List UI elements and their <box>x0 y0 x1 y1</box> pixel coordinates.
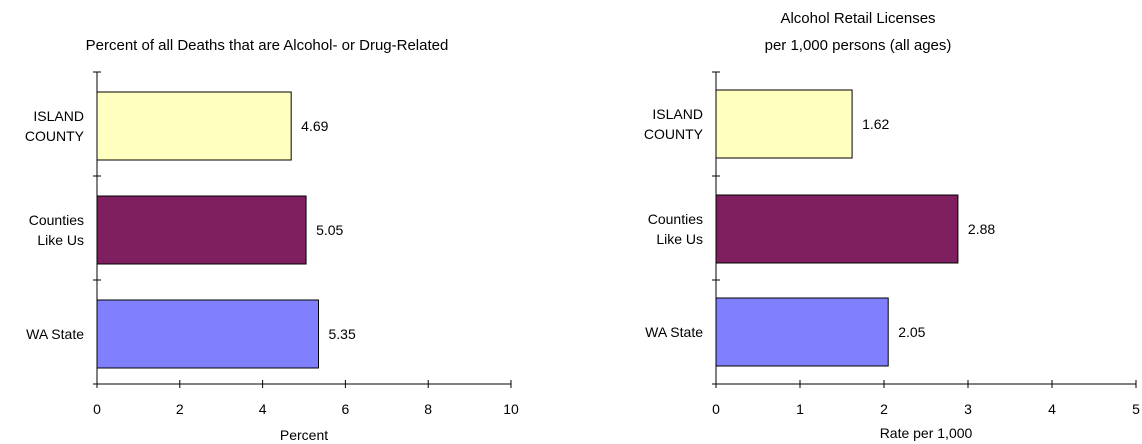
category-label: COUNTY <box>25 128 85 144</box>
x-tick-label: 0 <box>93 401 101 417</box>
data-label: 5.35 <box>328 326 355 342</box>
category-label: Like Us <box>656 231 703 247</box>
x-tick-label: 5 <box>1132 401 1140 417</box>
chart-title-line: per 1,000 persons (all ages) <box>765 37 952 54</box>
chart-title-line: Percent of all Deaths that are Alcohol- … <box>86 37 449 54</box>
bar <box>715 89 853 159</box>
x-tick-label: 1 <box>796 401 804 417</box>
chart-alcohol-drug-deaths: Percent of all Deaths that are Alcohol- … <box>25 37 519 443</box>
data-label: 2.05 <box>898 324 925 340</box>
x-axis-label: Percent <box>280 427 328 443</box>
x-axis-label: Rate per 1,000 <box>880 425 973 441</box>
bar <box>96 91 292 161</box>
x-tick-label: 0 <box>712 401 720 417</box>
category-label: WA State <box>645 324 703 340</box>
data-label: 5.05 <box>316 222 343 238</box>
category-label: Like Us <box>37 232 84 248</box>
x-tick-label: 4 <box>1048 401 1056 417</box>
x-tick-label: 4 <box>259 401 267 417</box>
category-label: Counties <box>29 212 84 228</box>
category-label: ISLAND <box>652 106 703 122</box>
data-label: 1.62 <box>862 116 889 132</box>
x-tick-label: 3 <box>964 401 972 417</box>
chart-title-line: Alcohol Retail Licenses <box>780 10 935 27</box>
category-label: ISLAND <box>33 108 84 124</box>
chart-alcohol-retail-licenses: Alcohol Retail Licenses per 1,000 persons… <box>644 10 1140 441</box>
x-tick-label: 6 <box>342 401 350 417</box>
bar <box>715 194 959 264</box>
x-tick-label: 10 <box>503 401 519 417</box>
data-label: 2.88 <box>968 221 995 237</box>
bar <box>96 195 307 265</box>
bar <box>96 299 319 369</box>
category-label: COUNTY <box>644 126 704 142</box>
category-label: WA State <box>26 326 84 342</box>
x-tick-label: 2 <box>176 401 184 417</box>
x-tick-label: 2 <box>880 401 888 417</box>
category-label: Counties <box>648 211 703 227</box>
x-tick-label: 8 <box>424 401 432 417</box>
data-label: 4.69 <box>301 118 328 134</box>
bar <box>715 297 889 367</box>
